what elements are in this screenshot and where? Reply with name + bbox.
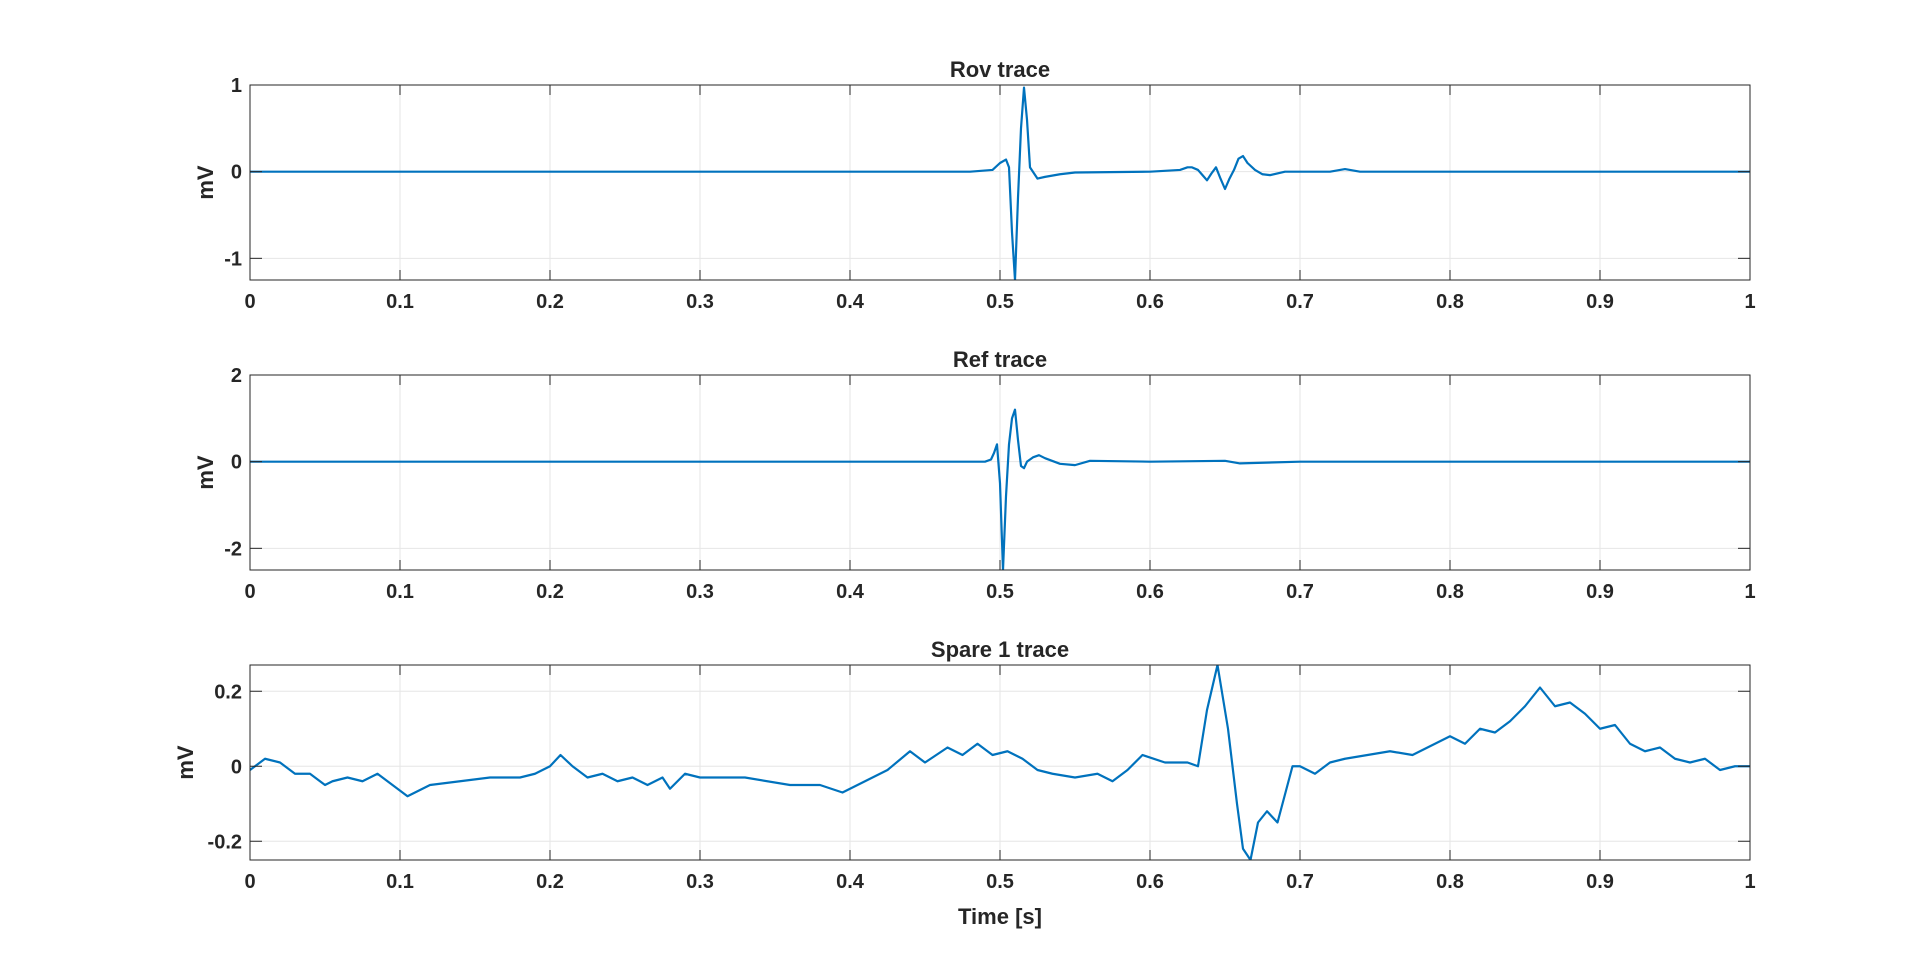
x-tick-label: 1 <box>1744 581 1755 603</box>
series-line <box>250 86 1750 280</box>
x-tick-label: 0.4 <box>836 291 865 313</box>
x-tick-label: 0.7 <box>1286 291 1314 313</box>
x-tick-label: 0.2 <box>536 871 564 893</box>
y-axis-label: mV <box>193 165 218 200</box>
x-tick-label: 0.6 <box>1136 581 1164 603</box>
series-line <box>250 665 1750 860</box>
x-tick-label: 1 <box>1744 871 1755 893</box>
y-tick-label: 0 <box>231 162 242 184</box>
x-tick-label: 0.5 <box>986 871 1014 893</box>
series-line <box>250 408 1750 570</box>
x-tick-label: 0.6 <box>1136 291 1164 313</box>
subplot-title: Rov trace <box>950 57 1050 82</box>
x-tick-label: 0.5 <box>986 291 1014 313</box>
y-tick-label: 1 <box>231 75 242 97</box>
x-tick-label: 0.7 <box>1286 581 1314 603</box>
x-tick-label: 0.9 <box>1586 291 1614 313</box>
y-tick-label: 0 <box>231 756 242 778</box>
x-tick-label: 0.4 <box>836 581 865 603</box>
y-tick-label: -0.2 <box>208 831 242 853</box>
x-tick-label: 0.1 <box>386 581 414 603</box>
x-tick-label: 0.4 <box>836 871 865 893</box>
x-tick-label: 0.8 <box>1436 871 1464 893</box>
x-tick-label: 0.8 <box>1436 581 1464 603</box>
y-tick-label: -2 <box>224 538 242 560</box>
y-tick-label: 0.2 <box>214 681 242 703</box>
subplot-title: Ref trace <box>953 347 1047 372</box>
x-tick-label: 0 <box>244 291 255 313</box>
x-tick-label: 0.8 <box>1436 291 1464 313</box>
x-tick-label: 0.3 <box>686 291 714 313</box>
x-tick-label: 0.2 <box>536 291 564 313</box>
subplot-3: 0 0.1 0.2 0.3 0.4 0.5 0.6 0.7 0.8 0.9 1-0.200.2Spa… <box>173 637 1756 929</box>
y-tick-label: 2 <box>231 365 242 387</box>
x-tick-label: 0.1 <box>386 871 414 893</box>
y-tick-label: 0 <box>231 452 242 474</box>
x-tick-label: 0.5 <box>986 581 1014 603</box>
x-tick-label: 0 <box>244 581 255 603</box>
subplot-title: Spare 1 trace <box>931 637 1069 662</box>
x-tick-label: 0.7 <box>1286 871 1314 893</box>
x-tick-label: 0.2 <box>536 581 564 603</box>
x-tick-label: 0.3 <box>686 871 714 893</box>
y-axis-label: mV <box>173 745 198 780</box>
x-tick-label: 1 <box>1744 291 1755 313</box>
x-tick-label: 0.3 <box>686 581 714 603</box>
x-tick-label: 0.6 <box>1136 871 1164 893</box>
x-tick-label: 0 <box>244 871 255 893</box>
y-tick-label: -1 <box>224 248 242 270</box>
x-tick-label: 0.1 <box>386 291 414 313</box>
x-tick-label: 0.9 <box>1586 581 1614 603</box>
x-axis-label: Time [s] <box>958 904 1042 929</box>
x-tick-label: 0.9 <box>1586 871 1614 893</box>
y-axis-label: mV <box>193 455 218 490</box>
